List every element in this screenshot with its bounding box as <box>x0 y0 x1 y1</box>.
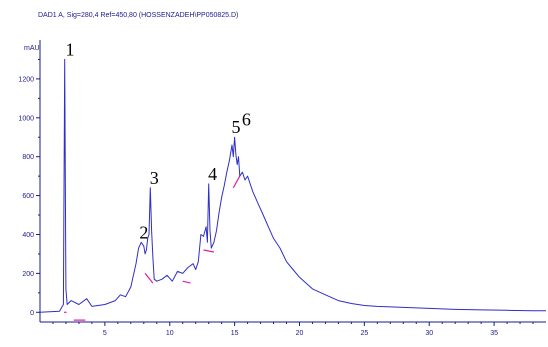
y-tick-label: 1000 <box>18 115 34 122</box>
peak-label: 3 <box>150 168 159 188</box>
x-tick-label: 15 <box>231 330 239 337</box>
x-tick-label: 5 <box>103 330 107 337</box>
peak-label: 6 <box>242 109 251 129</box>
peak-label: 1 <box>65 39 74 59</box>
x-tick-label: 20 <box>296 330 304 337</box>
y-tick-label: 400 <box>22 232 34 239</box>
peak-label: 4 <box>208 164 217 184</box>
x-tick-label: 25 <box>360 330 368 337</box>
y-tick-label: 800 <box>22 154 34 161</box>
baseline-segment <box>144 273 154 284</box>
chart-title: DAD1 A, Sig=280,4 Ref=450,80 (HOSSENZADE… <box>38 12 238 19</box>
baseline-segment <box>182 280 191 284</box>
x-tick-label: 30 <box>425 330 433 337</box>
y-axis-label: mAU <box>24 45 40 52</box>
y-tick-label: 200 <box>22 271 34 278</box>
x-tick-label: 10 <box>166 330 174 337</box>
y-tick-label: 1200 <box>18 76 34 83</box>
y-tick-label: 0 <box>30 310 34 317</box>
y-tick-label: 600 <box>22 193 34 200</box>
peak-label: 5 <box>232 117 241 137</box>
series-group <box>39 58 546 313</box>
baseline-markers <box>64 175 241 321</box>
chromatogram-trace <box>39 58 546 313</box>
baseline-segment <box>232 175 241 189</box>
peak-label: 2 <box>139 222 148 242</box>
baseline-segment <box>203 249 215 253</box>
x-tick-label: 35 <box>490 330 498 337</box>
peak-labels: 1 2 3 4 5 6 <box>65 39 250 242</box>
